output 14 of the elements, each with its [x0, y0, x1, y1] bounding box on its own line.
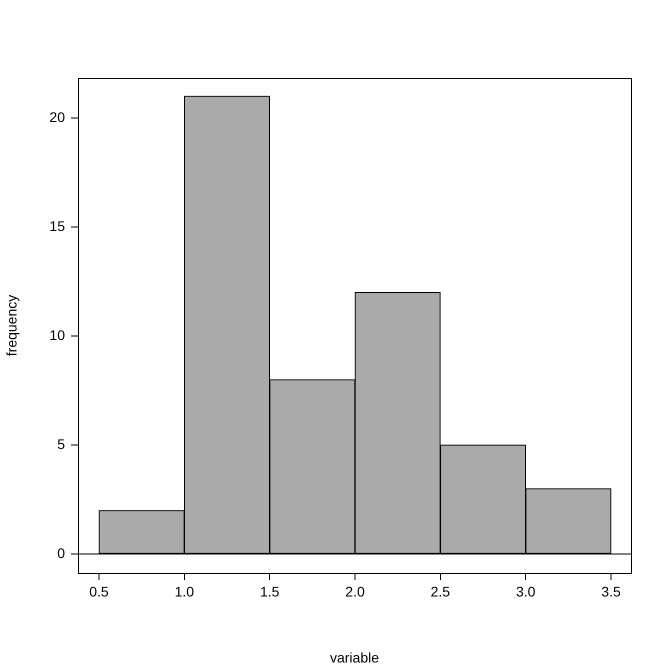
x-axis-title: variable	[330, 649, 380, 666]
y-tick-label: 0	[57, 544, 66, 561]
y-axis-title: frequency	[3, 294, 20, 356]
y-tick-label: 10	[49, 326, 66, 343]
x-tick-label: 1.0	[174, 583, 194, 600]
x-tick-label: 2.0	[345, 583, 365, 600]
x-tick-label: 0.5	[89, 583, 109, 600]
y-tick-label: 5	[57, 436, 66, 452]
x-tick-label: 1.5	[260, 583, 280, 600]
x-tick-label: 2.5	[430, 583, 450, 600]
x-tick-label: 3.0	[516, 583, 536, 600]
y-tick-label: 20	[49, 108, 66, 125]
x-tick-label: 3.5	[601, 583, 621, 600]
y-tick-label: 15	[49, 218, 66, 234]
